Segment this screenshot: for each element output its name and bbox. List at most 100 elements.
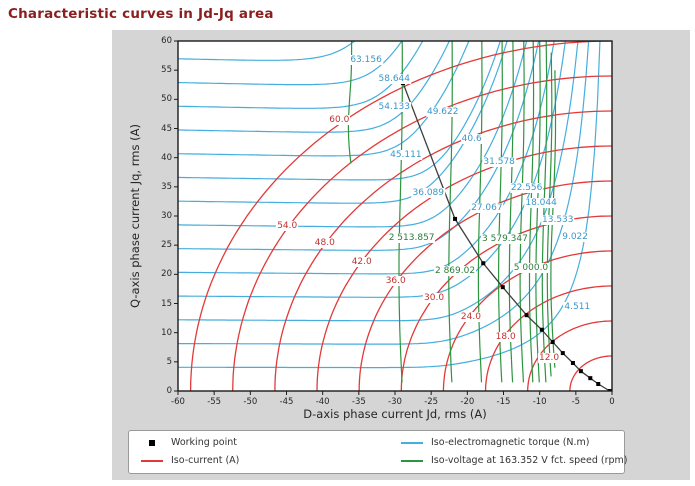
x-tick-label: -20 (460, 397, 475, 407)
iso-current-curve (274, 110, 612, 391)
iso-voltage-label: 2 513.857 (387, 233, 436, 244)
x-tick-label: -10 (532, 397, 547, 407)
y-tick-label: 55 (161, 65, 172, 76)
working-point-marker-icon (149, 440, 155, 446)
iso-torque-label: 9.022 (561, 232, 589, 242)
iso-voltage-line-icon (401, 460, 423, 462)
y-tick-label: 25 (161, 240, 172, 251)
iso-current-curve (316, 145, 612, 391)
iso-current-label: 24.0 (459, 311, 482, 322)
iso-torque-label: 31.578 (482, 156, 516, 167)
iso-torque-curve (178, 41, 501, 181)
x-tick-label: -50 (243, 397, 258, 407)
working-point-marker (524, 313, 529, 318)
iso-voltage-curve (546, 52, 553, 377)
working-point-marker (560, 351, 565, 356)
iso-torque-label: 27.067 (470, 202, 504, 213)
legend-label: Working point (171, 437, 237, 448)
y-tick-label: 40 (161, 152, 172, 163)
iso-current-label: 60.0 (328, 114, 351, 125)
working-point-marker (500, 285, 505, 290)
working-point-marker (550, 340, 555, 344)
plot-canvas (174, 40, 613, 395)
legend-label: Iso-current (A) (171, 455, 240, 466)
iso-voltage-curve (448, 41, 453, 383)
iso-torque-label: 49.622 (425, 107, 460, 118)
y-tick-label: 30 (161, 211, 172, 221)
page-title: Characteristic curves in Jd-Jq area (8, 6, 274, 22)
iso-torque-label: 36.089 (411, 188, 446, 199)
legend-label: Iso-electromagnetic torque (N.m) (431, 437, 590, 448)
iso-current-curve (442, 250, 612, 391)
working-point-marker (539, 327, 544, 332)
iso-torque-curve (178, 41, 508, 204)
iso-torque-curve (178, 41, 590, 345)
x-tick-label: -5 (571, 397, 581, 407)
iso-voltage-label: 3 579.347 (481, 233, 529, 244)
iso-voltage-label: 2 869.02 (433, 265, 477, 276)
y-tick-label: 0 (166, 386, 172, 396)
iso-torque-curve (178, 41, 555, 275)
iso-torque-label: 58.644 (377, 73, 412, 84)
iso-torque-curve (178, 41, 470, 157)
legend: Working point Iso-current (A) Iso-electr… (128, 430, 627, 474)
iso-current-curve (484, 285, 612, 391)
y-tick-label: 60 (161, 36, 172, 46)
legend-item-iso-voltage: Iso-voltage at 163.352 V fct. speed (rpm… (401, 454, 627, 468)
iso-current-curve (569, 355, 612, 391)
working-point-marker (588, 376, 593, 381)
x-tick-label: -25 (424, 397, 439, 407)
iso-current-label: 42.0 (350, 257, 373, 268)
iso-torque-label: 22.556 (509, 183, 544, 193)
iso-current-label: 18.0 (494, 331, 517, 342)
x-tick-label: -60 (171, 397, 185, 407)
working-point-marker (453, 216, 458, 221)
iso-current-label: 30.0 (423, 293, 446, 304)
iso-torque-label: 54.133 (377, 101, 412, 112)
y-tick-label: 10 (161, 327, 172, 338)
iso-torque-curve (178, 41, 356, 61)
x-tick-label: 0 (609, 397, 615, 407)
working-point-marker (481, 261, 486, 266)
legend-item-iso-current: Iso-current (A) (141, 454, 371, 468)
working-point-marker (570, 361, 575, 365)
iso-current-line-icon (141, 460, 163, 462)
iso-torque-curve (178, 41, 403, 86)
iso-torque-curve (178, 41, 450, 133)
x-tick-label: -55 (207, 397, 222, 407)
legend-label: Iso-voltage at 163.352 V fct. speed (rpm… (431, 455, 628, 466)
iso-voltage-curve (508, 41, 514, 383)
legend-item-iso-torque: Iso-electromagnetic torque (N.m) (401, 436, 621, 450)
y-tick-label: 5 (166, 356, 172, 367)
x-tick-label: -15 (496, 397, 511, 407)
working-point-marker (596, 382, 601, 386)
iso-torque-label: 18.044 (524, 198, 558, 209)
chart-panel: 63.156 58.644 54.133 49.622 45.111 40.6 36.089… (112, 30, 690, 480)
y-tick-label: 20 (161, 269, 172, 280)
iso-current-label: 12.0 (538, 352, 561, 363)
iso-torque-label: 4.511 (563, 302, 592, 312)
iso-voltage-curve (541, 41, 548, 383)
iso-torque-curve (178, 41, 540, 251)
legend-item-working-point: Working point (141, 436, 371, 450)
iso-torque-curve (178, 41, 424, 109)
iso-torque-curve (178, 41, 528, 228)
y-tick-label: 15 (161, 298, 172, 309)
iso-current-curve (189, 41, 612, 391)
iso-voltage-curve (519, 41, 525, 383)
x-tick-label: -30 (388, 397, 402, 407)
iso-torque-label: 13.533 (541, 215, 575, 226)
iso-current-label: 36.0 (384, 275, 407, 286)
iso-torque-label: 40.6 (460, 134, 483, 144)
iso-voltage-curve (528, 41, 535, 383)
y-axis-title: Q-axis phase current Jq, rms (A) (128, 124, 142, 308)
x-tick-label: -45 (279, 397, 294, 407)
iso-torque-curve (178, 41, 601, 369)
iso-current-label: 48.0 (313, 237, 336, 248)
working-point-marker (607, 389, 612, 391)
working-point-marker (578, 369, 583, 374)
iso-current-label: 54.0 (276, 220, 299, 231)
iso-torque-label: 45.111 (389, 149, 423, 160)
x-axis-title: D-axis phase current Jd, rms (A) (303, 407, 487, 421)
iso-voltage-label: 5 000.0 (512, 262, 550, 273)
